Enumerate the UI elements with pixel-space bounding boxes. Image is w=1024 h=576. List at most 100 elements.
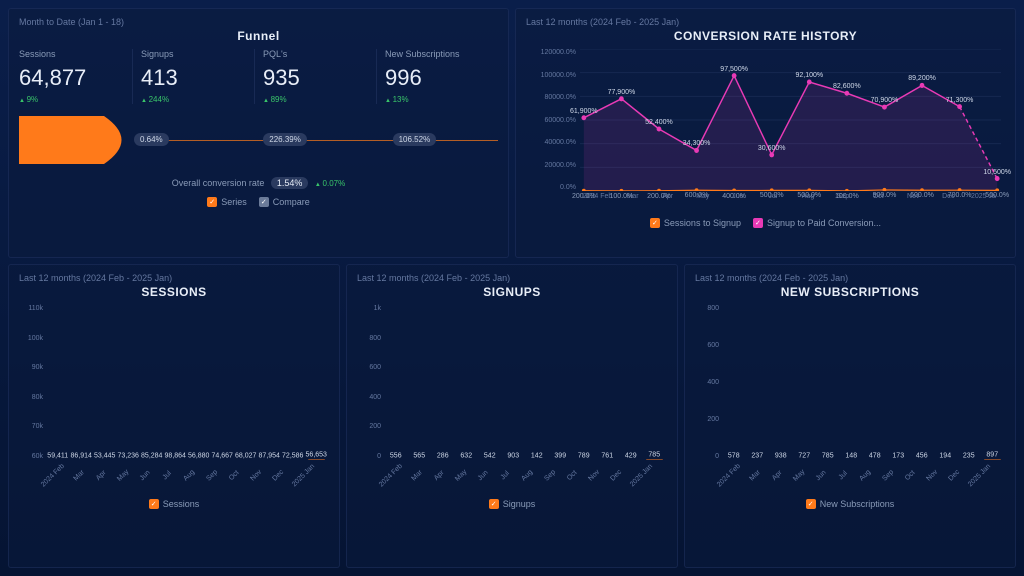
checkbox-icon: ✓ (650, 218, 660, 228)
bar-plot: 556 565 286 632 542 903 142 399 789 761 … (385, 305, 665, 460)
metric-delta: 244% (141, 95, 254, 104)
legend-item[interactable]: ✓Series (207, 197, 247, 207)
point-label: 34,300% (683, 141, 711, 148)
point-label: 89,200% (908, 76, 936, 83)
metric-value: 996 (385, 65, 498, 91)
checkbox-icon: ✓ (259, 197, 269, 207)
point-label: 10,500% (983, 169, 1011, 176)
bar-y-axis: 110k100k90k80k70k60k (19, 305, 43, 460)
bar-value: 59,411 (47, 452, 68, 459)
bar-value: 85,284 (141, 452, 162, 459)
bar-value: 903 (507, 452, 519, 459)
bar-value: 53,445 (94, 452, 115, 459)
bar-value: 235 (963, 452, 975, 459)
bar-value: 86,914 (71, 452, 92, 459)
bar-col: 56,653 (306, 459, 328, 460)
bar-x-axis: 2024 FebMarAprMayJunJulAugSepOctNovDec20… (385, 462, 665, 490)
metric-delta: 13% (385, 95, 498, 104)
bar-value: 73,236 (118, 452, 139, 459)
bar-value: 68,027 (235, 452, 256, 459)
bar-value: 237 (751, 452, 763, 459)
point-label: 61,900% (570, 108, 598, 115)
bar-rect[interactable] (308, 459, 325, 460)
conv-legend: ✓Sessions to Signup ✓Signup to Paid Conve… (526, 217, 1005, 228)
bar-value: 727 (798, 452, 810, 459)
conv-y-axis: 120000.0%100000.0%80000.0%60000.0%40000.… (526, 49, 576, 191)
point-label: 77,900% (608, 89, 636, 96)
point-label: 71,300% (946, 97, 974, 104)
conversion-badge: 0.64% (134, 133, 169, 146)
metric-delta: 89% (263, 95, 376, 104)
newsubs-chart: 8006004002000578 237 938 727 785 148 478… (695, 305, 1005, 490)
bar-value: 399 (554, 452, 566, 459)
metric-value: 64,877 (19, 65, 132, 91)
bar-value: 556 (390, 452, 402, 459)
bar-value: 56,880 (188, 452, 209, 459)
metric-value: 413 (141, 65, 254, 91)
metric-pqls: PQL's 935 89% (254, 49, 376, 104)
sessions-subtitle: Last 12 months (2024 Feb - 2025 Jan) (19, 273, 329, 283)
sessions-chart: 110k100k90k80k70k60k59,411 86,914 53,445… (19, 305, 329, 490)
bar-value: 565 (413, 452, 425, 459)
metric-signups: Signups 413 244% (132, 49, 254, 104)
funnel-panel: Month to Date (Jan 1 - 18) Funnel Sessio… (8, 8, 509, 258)
newsubs-title: NEW SUBSCRIPTIONS (695, 285, 1005, 299)
bar-x-axis: 2024 FebMarAprMayJunJulAugSepOctNovDec20… (47, 462, 327, 490)
funnel-line (139, 140, 498, 141)
bar-value: 98,864 (165, 452, 186, 459)
bar-x-axis: 2024 FebMarAprMayJunJulAugSepOctNovDec20… (723, 462, 1003, 490)
overall-conversion: Overall conversion rate 1.54% 0.07% (19, 178, 498, 188)
bar-value: 785 (822, 452, 834, 459)
bar-value: 938 (775, 452, 787, 459)
metric-delta: 9% (19, 95, 132, 104)
checkbox-icon: ✓ (753, 218, 763, 228)
bar-value: 785 (648, 451, 660, 458)
conv-subtitle: Last 12 months (2024 Feb - 2025 Jan) (526, 17, 1005, 27)
signups-subtitle: Last 12 months (2024 Feb - 2025 Jan) (357, 273, 667, 283)
newsubs-subtitle: Last 12 months (2024 Feb - 2025 Jan) (695, 273, 1005, 283)
metric-label: PQL's (263, 49, 376, 59)
bar-value: 56,653 (306, 451, 327, 458)
point-label: 70,900% (871, 97, 899, 104)
funnel-shape-icon (19, 116, 139, 164)
bar-value: 72,586 (282, 452, 303, 459)
bar-col: 897 (982, 459, 1004, 460)
sessions-panel: Last 12 months (2024 Feb - 2025 Jan) SES… (8, 264, 340, 568)
bar-value: 429 (625, 452, 637, 459)
bar-value: 87,954 (259, 452, 280, 459)
legend-item[interactable]: ✓Sessions to Signup (650, 218, 741, 228)
conversion-badge: 106.52% (393, 133, 437, 146)
bar-value: 789 (578, 452, 590, 459)
conversion-history-panel: Last 12 months (2024 Feb - 2025 Jan) CON… (515, 8, 1016, 258)
bar-y-axis: 1k8006004002000 (357, 305, 381, 460)
newsubs-legend[interactable]: ✓New Subscriptions (806, 499, 895, 509)
metric-newsubscriptions: New Subscriptions 996 13% (376, 49, 498, 104)
signups-panel: Last 12 months (2024 Feb - 2025 Jan) SIG… (346, 264, 678, 568)
bar-rect[interactable] (646, 459, 663, 460)
metric-sessions: Sessions 64,877 9% (19, 49, 132, 104)
bar-value: 194 (939, 452, 951, 459)
funnel-legend: ✓Series ✓Compare (19, 196, 498, 207)
sessions-legend[interactable]: ✓Sessions (149, 499, 200, 509)
funnel-metrics: Sessions 64,877 9%Signups 413 244%PQL's … (19, 49, 498, 104)
funnel-shape-area: 0.64% 226.39% 106.52% (19, 116, 498, 164)
newsubs-panel: Last 12 months (2024 Feb - 2025 Jan) NEW… (684, 264, 1016, 568)
conv-title: CONVERSION RATE HISTORY (526, 29, 1005, 43)
signups-chart: 1k8006004002000556 565 286 632 542 903 1… (357, 305, 667, 490)
overall-delta: 0.07% (315, 179, 345, 188)
conv-chart: 120000.0%100000.0%80000.0%60000.0%40000.… (526, 49, 1005, 209)
bar-value: 173 (892, 452, 904, 459)
bar-value: 632 (460, 452, 472, 459)
signups-legend[interactable]: ✓Signups (489, 499, 536, 509)
metric-value: 935 (263, 65, 376, 91)
bar-value: 478 (869, 452, 881, 459)
bar-rect[interactable] (984, 459, 1001, 460)
funnel-title: Funnel (19, 29, 498, 43)
metric-label: Signups (141, 49, 254, 59)
legend-item[interactable]: ✓Compare (259, 197, 310, 207)
conversion-badge: 226.39% (263, 133, 307, 146)
overall-label: Overall conversion rate (172, 178, 265, 188)
bar-value: 74,667 (212, 452, 233, 459)
legend-item[interactable]: ✓Signup to Paid Conversion... (753, 218, 881, 228)
bar-plot: 59,411 86,914 53,445 73,236 85,284 98,86… (47, 305, 327, 460)
